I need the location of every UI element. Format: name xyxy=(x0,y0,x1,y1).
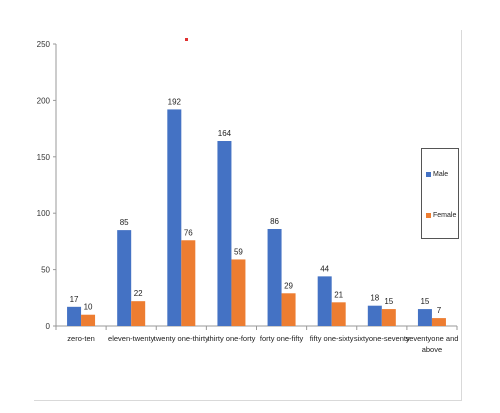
y-tick-label: 200 xyxy=(37,96,51,105)
x-category-label: sixtyone-seventy xyxy=(354,334,410,343)
x-category-label: eleven-twenty xyxy=(108,334,155,343)
data-label-female: 76 xyxy=(184,228,193,237)
bar-female xyxy=(331,302,346,326)
data-label-female: 15 xyxy=(384,297,393,306)
bar-female xyxy=(381,309,396,326)
bar-male xyxy=(217,141,232,326)
x-category-label-line: above xyxy=(422,345,442,354)
bar-male xyxy=(67,306,82,326)
data-label-female: 22 xyxy=(134,289,143,298)
data-label-male: 17 xyxy=(70,295,79,304)
data-label-male: 18 xyxy=(370,294,379,303)
y-tick-label: 0 xyxy=(46,322,51,331)
data-label-male: 86 xyxy=(270,217,279,226)
bar-female xyxy=(81,314,96,326)
data-label-male: 164 xyxy=(218,129,232,138)
bar-female xyxy=(131,301,146,326)
bar-female xyxy=(181,240,196,326)
legend-item-male: Male xyxy=(426,171,448,178)
red-dot-mark xyxy=(185,38,188,41)
y-tick-label: 250 xyxy=(37,40,51,49)
x-category-label: twenty one-thirty xyxy=(154,334,209,343)
bar-female xyxy=(431,318,446,326)
legend-swatch-female xyxy=(426,213,431,218)
data-label-male: 192 xyxy=(168,97,182,106)
chart-frame xyxy=(34,30,462,401)
x-category-label: forty one-fifty xyxy=(260,334,304,343)
y-tick-label: 100 xyxy=(37,209,51,218)
x-category-label: thirty one-forty xyxy=(207,334,255,343)
bar-male xyxy=(317,276,332,326)
x-category-label: zero-ten xyxy=(67,334,95,343)
data-label-female: 21 xyxy=(334,290,343,299)
data-label-male: 85 xyxy=(120,218,129,227)
legend-item-female: Female xyxy=(426,212,456,219)
data-label-male: 15 xyxy=(420,297,429,306)
bar-female xyxy=(281,293,296,326)
data-label-female: 10 xyxy=(84,303,93,312)
x-category-label-line: seventyone and xyxy=(405,334,458,343)
bar-male xyxy=(417,309,432,326)
y-tick-label: 150 xyxy=(37,153,51,162)
bar-male xyxy=(267,228,282,326)
legend-label-male: Male xyxy=(433,171,449,178)
legend-label-female: Female xyxy=(433,212,457,219)
legend-swatch-male xyxy=(426,172,431,177)
data-label-female: 59 xyxy=(234,247,243,256)
bar-male xyxy=(117,230,132,326)
x-category-label: seventyone and above xyxy=(405,334,458,354)
bar-male xyxy=(167,109,182,326)
x-category-label: fifty one-sixty xyxy=(310,334,354,343)
data-label-female: 29 xyxy=(284,281,293,290)
data-label-female: 7 xyxy=(437,306,442,315)
data-label-male: 44 xyxy=(320,264,329,273)
bar-female xyxy=(231,259,246,326)
bar-male xyxy=(367,305,382,326)
y-tick-label: 50 xyxy=(41,266,50,275)
legend: Male Female xyxy=(421,148,459,239)
